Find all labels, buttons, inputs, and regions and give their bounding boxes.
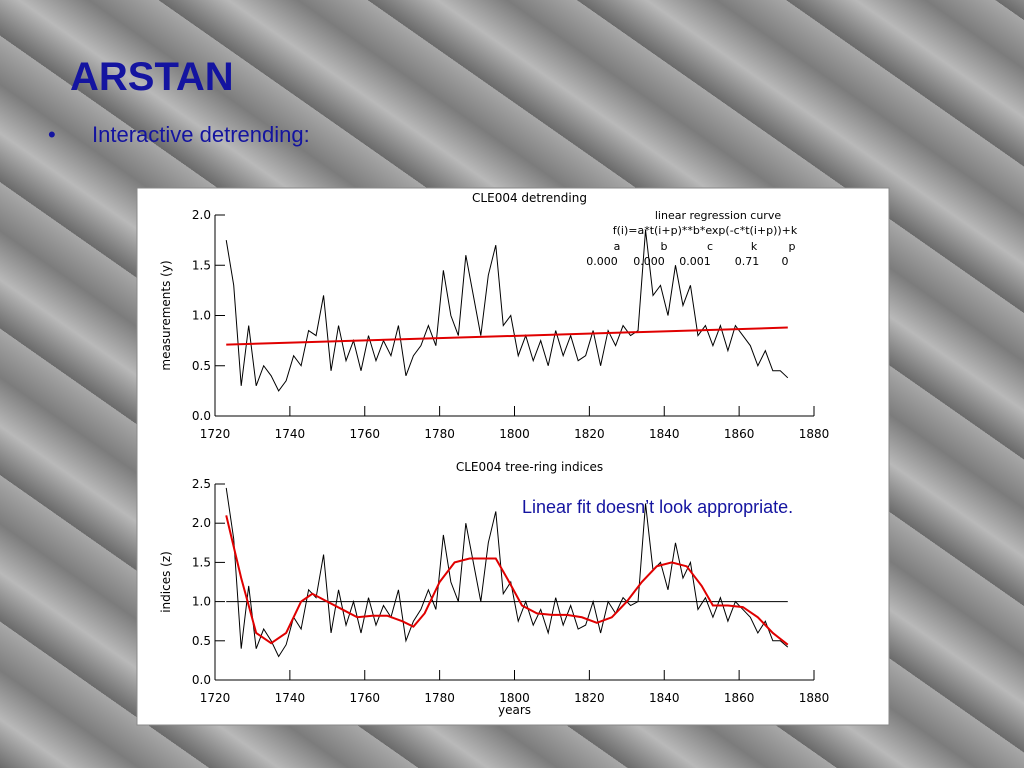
note: Linear fit doesn’t look appropriate. [522,497,793,517]
x-tick-label: 1880 [799,691,830,705]
y-tick-label: 0.5 [192,359,211,373]
parameter-name: p [789,240,796,253]
y-tick-label: 1.0 [192,309,211,323]
x-tick-label: 1880 [799,427,830,441]
data-line [226,326,788,346]
x-tick-label: 1740 [275,691,306,705]
y-tick-label: 1.5 [192,258,211,272]
y-tick-label: 0.0 [192,673,211,687]
parameter-name: c [707,240,713,253]
y-tick-label: 2.0 [192,516,211,530]
x-tick-label: 1820 [574,691,605,705]
y-tick-label: 1.5 [192,555,211,569]
data-line [225,515,789,646]
y-tick-label: 2.5 [192,477,211,491]
y-tick-label: 1.0 [192,595,211,609]
x-tick-label: 1720 [200,691,231,705]
parameter-name: a [614,240,621,253]
annotation: f(i)=a*t(i+p)**b*exp(-c*t(i+p))+k [613,224,798,237]
chart-panel [136,187,890,726]
data-line [225,487,789,658]
x-axis-label: years [498,703,531,717]
x-tick-label: 1780 [424,691,455,705]
x-tick-label: 1720 [200,427,231,441]
x-tick-label: 1800 [499,427,530,441]
x-tick-label: 1760 [349,691,380,705]
y-tick-label: 0.5 [192,634,211,648]
parameter-value: 0.001 [679,255,711,268]
chart-title: CLE004 detrending [472,191,587,205]
x-tick-label: 1800 [499,691,530,705]
parameter-value: 0 [782,255,789,268]
parameter-value: 0.000 [633,255,665,268]
y-axis-label: indices (z) [159,551,173,613]
chart-title: CLE004 tree-ring indices [456,460,603,474]
slide-title: ARSTAN [70,55,234,99]
annotation: linear regression curve [655,209,781,222]
data-line [225,230,789,392]
bullet: • [48,122,56,147]
bullet-text: Interactive detrending: [92,122,310,147]
x-tick-label: 1780 [424,427,455,441]
x-tick-label: 1860 [724,427,755,441]
parameter-name: k [751,240,758,253]
parameter-name: b [661,240,668,253]
x-tick-label: 1860 [724,691,755,705]
x-tick-label: 1820 [574,427,605,441]
parameter-value: 0.71 [735,255,760,268]
parameter-value: 0.000 [586,255,618,268]
x-tick-label: 1840 [649,691,680,705]
y-axis-label: measurements (y) [159,260,173,370]
y-tick-label: 2.0 [192,208,211,222]
x-tick-label: 1840 [649,427,680,441]
y-tick-label: 0.0 [192,409,211,423]
x-tick-label: 1760 [349,427,380,441]
x-tick-label: 1740 [275,427,306,441]
